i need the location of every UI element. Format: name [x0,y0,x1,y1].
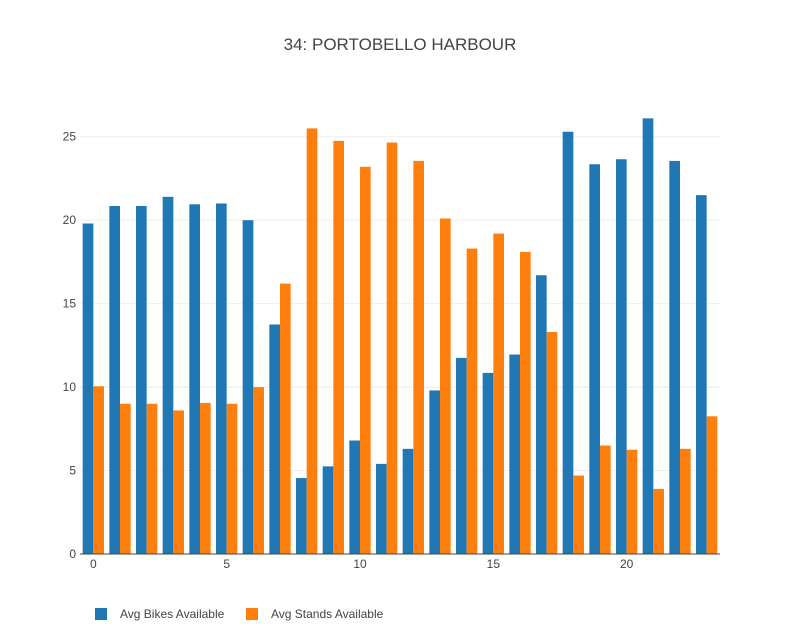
bar[interactable] [520,251,531,554]
legend[interactable]: Avg Bikes Available Avg Stands Available [95,607,384,621]
bar[interactable] [360,166,371,554]
legend-label: Avg Bikes Available [120,607,225,621]
bar[interactable] [680,448,691,554]
bar[interactable] [696,195,707,554]
y-tick-label: 15 [63,297,77,311]
bar[interactable] [509,354,520,554]
y-tick-label: 0 [69,547,76,561]
gridlines [80,136,720,472]
bar[interactable] [573,475,584,554]
legend-item[interactable]: Avg Bikes Available [95,607,225,621]
x-tick-label: 10 [353,557,367,571]
bar[interactable] [376,463,387,554]
bar[interactable] [226,403,238,554]
bar[interactable] [589,164,600,554]
bar[interactable] [162,196,174,554]
bar[interactable] [653,488,664,554]
y-tick-label: 20 [63,213,77,227]
bar[interactable] [120,403,131,554]
legend-label: Avg Stands Available [271,607,384,621]
bar[interactable] [242,220,254,555]
bar[interactable] [482,372,494,554]
bar[interactable] [136,205,147,555]
y-tick-label: 5 [69,464,76,478]
bar[interactable] [466,248,478,555]
bar[interactable] [413,160,424,554]
bar[interactable] [429,390,440,554]
y-tick-label: 25 [63,130,77,144]
bar[interactable] [616,159,627,555]
x-tick-label: 0 [90,557,97,571]
bar[interactable] [333,140,344,555]
y-tick-label: 10 [63,380,77,394]
legend-swatch [246,608,258,620]
x-tick-label: 5 [223,557,230,571]
x-tick-label: 15 [487,557,501,571]
bar[interactable] [440,218,451,554]
legend-swatch [95,608,107,620]
bar[interactable] [109,205,120,555]
bar[interactable] [402,448,414,554]
bar[interactable] [456,357,467,554]
bar[interactable] [82,223,94,554]
bar[interactable] [146,403,158,554]
x-tick-label: 20 [620,557,634,571]
bar[interactable] [280,283,291,554]
bar[interactable] [493,233,504,554]
bar[interactable] [173,410,184,554]
bar[interactable] [600,445,611,554]
bar[interactable] [93,386,104,554]
bar[interactable] [562,131,574,554]
series-1 [93,128,718,555]
bar[interactable] [386,142,398,554]
bar[interactable] [349,440,360,555]
bar[interactable] [296,478,307,554]
bar[interactable] [536,275,547,554]
bar[interactable] [322,466,334,554]
axes: 0 5 10 15 20 25 0 5 10 15 20 [63,130,720,571]
bar[interactable] [269,324,280,554]
bar[interactable] [546,332,558,554]
bars [82,118,718,555]
bar[interactable] [626,449,638,554]
bar[interactable] [306,128,318,554]
bar[interactable] [669,160,680,554]
legend-item[interactable]: Avg Stands Available [246,607,384,621]
series-0 [82,118,707,555]
bar[interactable] [216,203,227,554]
bar[interactable] [200,402,211,554]
bar[interactable] [253,387,264,554]
chart-title: 34: PORTOBELLO HARBOUR [284,35,517,54]
bar[interactable] [642,118,654,554]
bar[interactable] [189,204,200,554]
bar[interactable] [706,416,718,554]
